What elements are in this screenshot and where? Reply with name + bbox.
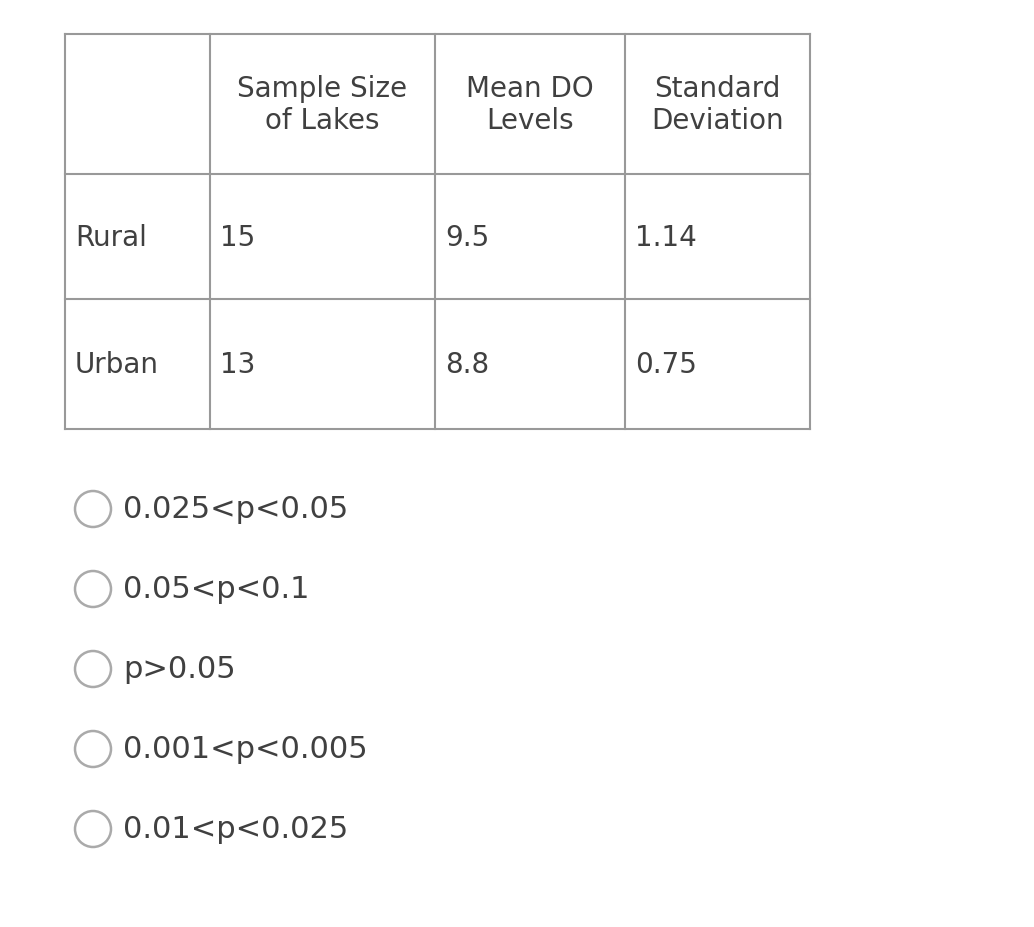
Text: Urban: Urban — [75, 350, 159, 378]
Text: 1.14: 1.14 — [635, 223, 697, 251]
Text: 0.01<p<0.025: 0.01<p<0.025 — [123, 815, 348, 844]
Text: 8.8: 8.8 — [445, 350, 489, 378]
Text: 13: 13 — [220, 350, 255, 378]
Text: 9.5: 9.5 — [445, 223, 489, 251]
Text: 0.75: 0.75 — [635, 350, 697, 378]
Text: p>0.05: p>0.05 — [123, 654, 236, 684]
Text: Sample Size
of Lakes: Sample Size of Lakes — [238, 75, 407, 135]
Text: 0.05<p<0.1: 0.05<p<0.1 — [123, 575, 309, 603]
Text: 15: 15 — [220, 223, 255, 251]
Text: 0.025<p<0.05: 0.025<p<0.05 — [123, 495, 348, 524]
Text: Mean DO
Levels: Mean DO Levels — [466, 75, 594, 135]
Text: 0.001<p<0.005: 0.001<p<0.005 — [123, 735, 368, 764]
Text: Standard
Deviation: Standard Deviation — [651, 75, 784, 135]
Text: Rural: Rural — [75, 223, 147, 251]
